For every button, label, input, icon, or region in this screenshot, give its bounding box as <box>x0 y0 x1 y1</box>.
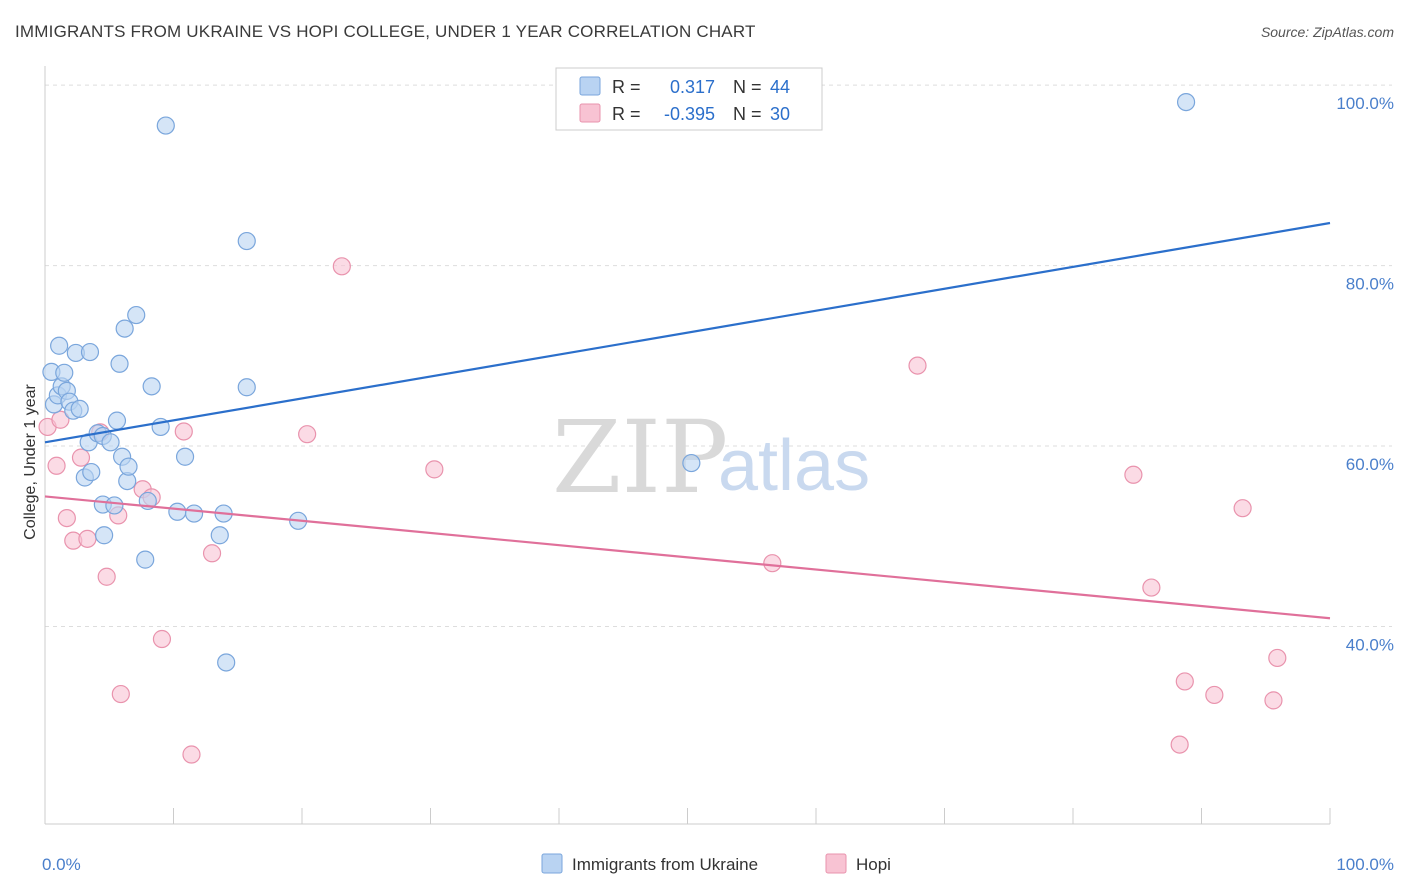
hopi-point-26 <box>1205 685 1224 705</box>
axes <box>44 66 1331 825</box>
hopi-point-1 <box>47 456 66 475</box>
ukraine-point-28 <box>136 550 155 569</box>
hopi-point-10 <box>111 684 130 704</box>
hopi-point-17 <box>298 425 317 444</box>
ukraine-point-43 <box>1176 92 1196 112</box>
ukraine-point-35 <box>184 504 204 523</box>
ukraine-point-34 <box>175 447 195 466</box>
watermark: ZIP atlas <box>552 399 870 516</box>
ukraine-point-42 <box>682 453 701 473</box>
ukraine-trend-line <box>44 221 1331 444</box>
legend-swatch-hopi <box>579 103 601 123</box>
x-tick-label-0: 0.0% <box>42 855 81 874</box>
hopi-point-15 <box>174 422 193 441</box>
y-tick-label-0: 40.0% <box>1346 636 1394 655</box>
legend-r-value-ukraine: 0.317 <box>670 77 715 97</box>
hopi-point-6 <box>78 529 97 548</box>
hopi-point-20 <box>763 554 782 573</box>
legend-r-label-hopi: R = <box>612 104 641 124</box>
legend-swatch-ukraine <box>579 76 601 96</box>
hopi-point-16 <box>202 544 222 563</box>
hopi-point-24 <box>1170 735 1189 754</box>
ukraine-point-39 <box>237 231 256 251</box>
series-legend-label-hopi: Hopi <box>856 855 891 874</box>
hopi-point-14 <box>182 745 201 764</box>
ukraine-point-27 <box>127 305 146 325</box>
source-credit: Source: ZipAtlas.com <box>1260 24 1394 40</box>
hopi-point-18 <box>332 257 351 276</box>
ukraine-points <box>42 92 1196 672</box>
hopi-point-23 <box>1142 578 1161 597</box>
ukraine-point-13 <box>80 342 100 362</box>
hopi-point-8 <box>97 567 116 586</box>
x-tick-labels: 0.0% 100.0% <box>42 855 1394 874</box>
y-axis-label: College, Under 1 year <box>22 384 39 540</box>
hopi-point-27 <box>1233 499 1252 518</box>
chart-title: IMMIGRANTS FROM UKRAINE VS HOPI COLLEGE,… <box>15 22 756 41</box>
ukraine-point-40 <box>237 378 256 397</box>
ukraine-point-21 <box>107 411 127 430</box>
ukraine-point-14 <box>82 462 101 482</box>
trend-lines <box>44 221 1331 620</box>
hopi-point-3 <box>57 508 76 528</box>
series-legend-label-ukraine: Immigrants from Ukraine <box>572 855 758 874</box>
ukraine-point-24 <box>115 319 134 338</box>
series-legend-swatch-ukraine <box>541 853 563 874</box>
ukraine-point-33 <box>168 502 187 521</box>
hopi-point-19 <box>425 460 444 479</box>
hopi-point-5 <box>71 448 91 467</box>
ukraine-point-20 <box>105 496 124 515</box>
ukraine-point-19 <box>101 433 120 452</box>
legend-n-value-ukraine: 44 <box>770 77 790 97</box>
legend-r-label-ukraine: R = <box>612 77 641 97</box>
hopi-point-28 <box>1264 691 1283 710</box>
ukraine-point-36 <box>210 526 229 545</box>
hopi-trend-line <box>44 495 1331 620</box>
ukraine-point-18 <box>95 526 114 545</box>
ukraine-point-22 <box>110 354 129 373</box>
hopi-point-22 <box>1124 465 1143 484</box>
legend-r-value-hopi: -0.395 <box>664 104 715 124</box>
hopi-point-29 <box>1268 648 1287 668</box>
legend-n-value-hopi: 30 <box>770 104 790 124</box>
y-tick-label-3: 100.0% <box>1336 94 1394 113</box>
watermark-zip: ZIP <box>552 399 728 516</box>
legend-n-label-ukraine: N = <box>733 77 762 97</box>
hopi-point-2 <box>51 410 70 429</box>
y-tick-label-2: 80.0% <box>1346 275 1394 294</box>
series-legend: Immigrants from Ukraine Hopi <box>541 853 891 874</box>
ukraine-point-5 <box>55 363 74 382</box>
y-tick-label-1: 60.0% <box>1346 455 1394 474</box>
x-tick-label-1: 100.0% <box>1336 855 1394 874</box>
ukraine-point-32 <box>156 116 175 135</box>
ukraine-point-10 <box>70 399 89 419</box>
ukraine-point-26 <box>119 457 138 476</box>
watermark-atlas: atlas <box>718 426 870 506</box>
y-tick-labels: 40.0% 60.0% 80.0% 100.0% <box>1336 94 1394 654</box>
legend-n-label-hopi: N = <box>733 104 762 124</box>
ukraine-point-38 <box>217 653 236 672</box>
ukraine-point-3 <box>50 336 69 355</box>
hopi-point-21 <box>908 356 927 375</box>
ukraine-point-30 <box>142 377 161 396</box>
hopi-point-13 <box>152 629 172 649</box>
hopi-point-25 <box>1175 672 1194 691</box>
grid <box>45 84 1392 628</box>
series-legend-swatch-hopi <box>825 853 847 874</box>
correlation-legend: R = 0.317 N = 44 R = -0.395 N = 30 <box>555 67 823 131</box>
